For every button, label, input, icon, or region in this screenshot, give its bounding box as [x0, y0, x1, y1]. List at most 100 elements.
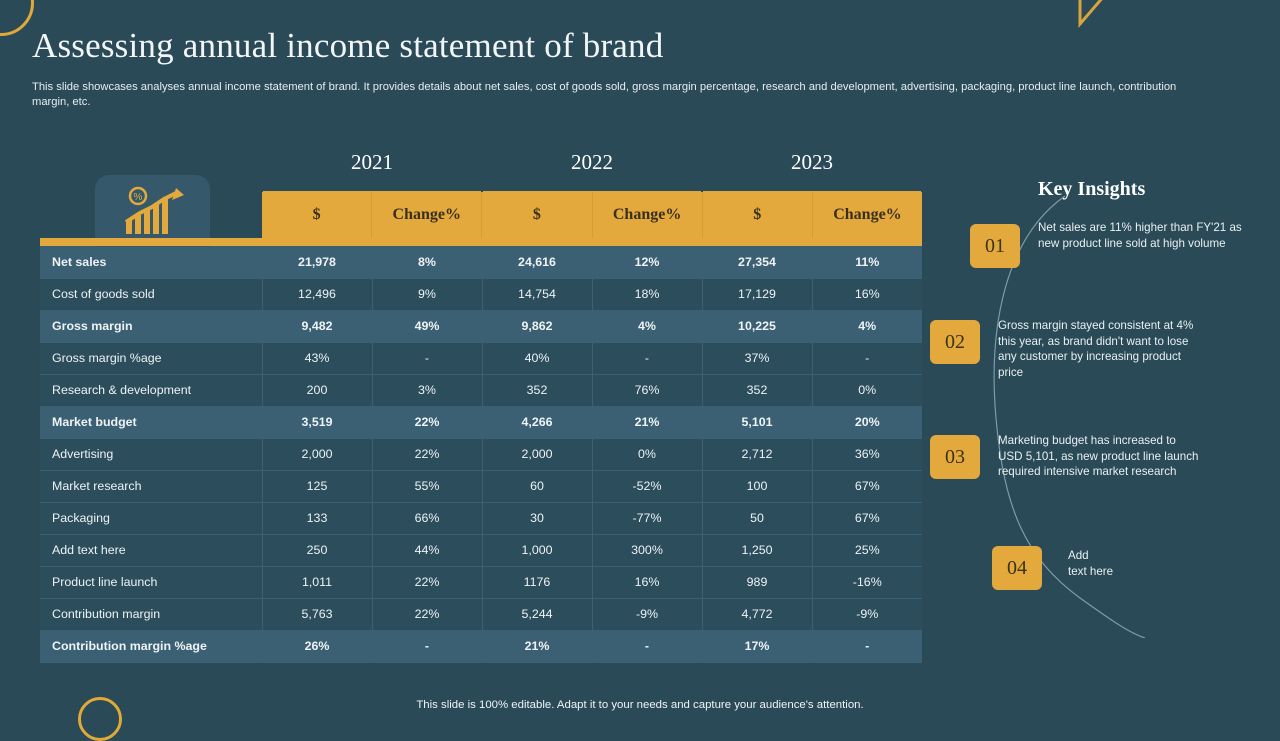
table-cell: 9%	[372, 278, 483, 311]
row-label: Advertising	[40, 438, 263, 471]
table-cell: 12%	[592, 246, 703, 279]
table-cell: 12,496	[262, 278, 373, 311]
year-header-2023: 2023	[703, 150, 921, 192]
table-row: Cost of goods sold 12,496 9% 14,754 18% 17,12…	[40, 278, 922, 311]
table-cell: 55%	[372, 470, 483, 503]
insight-badge-02[interactable]: 02	[930, 320, 980, 364]
table-row: Gross margin %age 43% -40% -37% -	[40, 342, 922, 375]
table-cell: 3%	[372, 374, 483, 407]
table-cell: -	[812, 630, 922, 663]
column-header-row: $ Change% $ Change% $ Change%	[262, 192, 923, 238]
table-cell: 40%	[482, 342, 593, 375]
growth-chart-icon: %	[95, 175, 210, 247]
table-cell: 18%	[592, 278, 703, 311]
table-row: Product line launch 1,011 22% 1176 16% 989 -16…	[40, 566, 922, 599]
table-cell: 67%	[812, 502, 922, 535]
col-header-2023-change: Change%	[812, 192, 923, 238]
page-subtitle: This slide showcases analyses annual inc…	[32, 81, 1177, 108]
col-header-2021-change: Change%	[372, 192, 483, 238]
insight-badge-03[interactable]: 03	[930, 435, 980, 479]
table-cell: -	[592, 342, 703, 375]
footer-note: This slide is 100% editable. Adapt it to…	[416, 699, 864, 711]
col-header-2022-dollar: $	[482, 192, 593, 238]
year-header-2021: 2021	[263, 150, 481, 192]
table-row: Gross margin 9,482 49% 9,862 4% 10,225 4%	[40, 310, 922, 343]
insights-connector-arc	[993, 195, 1146, 638]
table-cell: 21%	[482, 630, 593, 663]
table-cell: 1,000	[482, 534, 593, 567]
table-cell: -9%	[812, 598, 922, 631]
svg-text:%: %	[133, 192, 142, 203]
table-cell: 5,101	[702, 406, 813, 439]
table-cell: 4%	[592, 310, 703, 343]
table-cell: 76%	[592, 374, 703, 407]
table-cell: 24,616	[482, 246, 593, 279]
row-label: Cost of goods sold	[40, 278, 263, 311]
table-cell: 16%	[812, 278, 922, 311]
decorative-chevron-icon	[1078, 0, 1103, 29]
table-row: Contribution margin %age 26% -21% -17% -	[40, 630, 922, 663]
table-cell: 300%	[592, 534, 703, 567]
table-cell: 5,244	[482, 598, 593, 631]
table-cell: 1,011	[262, 566, 373, 599]
table-cell: -16%	[812, 566, 922, 599]
insight-text-04: Add text here	[1068, 549, 1114, 578]
year-header-row: 2021 2022 2023	[262, 150, 922, 192]
table-body: Net sales 21,978 8% 24,616 12% 27,354 11% Cost …	[40, 246, 922, 663]
table-cell: 60	[482, 470, 593, 503]
table-row: Market research 125 55% 60 -52% 100 67%	[40, 470, 922, 503]
table-cell: 20%	[812, 406, 922, 439]
row-label: Gross margin %age	[40, 342, 263, 375]
row-label: Product line launch	[40, 566, 263, 599]
table-row: Add text here 250 44% 1,000 300% 1,250 25%	[40, 534, 922, 567]
table-cell: 4%	[812, 310, 922, 343]
table-cell: 22%	[372, 406, 483, 439]
insight-badge-01[interactable]: 01	[970, 224, 1020, 268]
table-cell: 1,250	[702, 534, 813, 567]
table-cell: -52%	[592, 470, 703, 503]
row-label: Gross margin	[40, 310, 263, 343]
table-cell: -	[372, 630, 483, 663]
table-cell: -	[372, 342, 483, 375]
table-row: Market budget 3,519 22% 4,266 21% 5,101 20%	[40, 406, 922, 439]
table-cell: 4,772	[702, 598, 813, 631]
page-title: Assessing annual income statement of bra…	[32, 26, 664, 65]
table-cell: 25%	[812, 534, 922, 567]
table-cell: 49%	[372, 310, 483, 343]
row-label: Market budget	[40, 406, 263, 439]
table-row: Contribution margin 5,763 22% 5,244 -9% 4,772…	[40, 598, 922, 631]
table-cell: 50	[702, 502, 813, 535]
table-cell: 21%	[592, 406, 703, 439]
table-cell: 17,129	[702, 278, 813, 311]
decorative-circle-top-left	[0, 0, 34, 36]
table-cell: 16%	[592, 566, 703, 599]
table-cell: 17%	[702, 630, 813, 663]
table-cell: 250	[262, 534, 373, 567]
insight-text-03: Marketing budget has increased to USD 5,…	[998, 434, 1199, 478]
table-cell: 352	[482, 374, 593, 407]
table-cell: 44%	[372, 534, 483, 567]
table-cell: 5,763	[262, 598, 373, 631]
col-header-2022-change: Change%	[592, 192, 703, 238]
table-cell: 352	[702, 374, 813, 407]
table-cell: -9%	[592, 598, 703, 631]
row-label: Net sales	[40, 246, 263, 279]
row-label: Market research	[40, 470, 263, 503]
key-insights-title: Key Insights	[1038, 178, 1146, 200]
table-cell: -77%	[592, 502, 703, 535]
table-cell: 10,225	[702, 310, 813, 343]
table-row: Packaging 133 66% 30 -77% 50 67%	[40, 502, 922, 535]
table-cell: 1176	[482, 566, 593, 599]
table-cell: 2,712	[702, 438, 813, 471]
table-cell: 3,519	[262, 406, 373, 439]
table-cell: 37%	[702, 342, 813, 375]
row-label: Contribution margin	[40, 598, 263, 631]
table-cell: 2,000	[262, 438, 373, 471]
table-cell: 0%	[812, 374, 922, 407]
key-insights-panel: Key Insights 01 Net sales are 11% higher …	[930, 168, 1270, 638]
table-cell: 200	[262, 374, 373, 407]
table-cell: 9,482	[262, 310, 373, 343]
insight-badge-04[interactable]: 04	[992, 546, 1042, 590]
income-statement-table: % 2021 2022 2023 $ Change% $ Change% $ C…	[40, 150, 923, 663]
table-cell: 125	[262, 470, 373, 503]
